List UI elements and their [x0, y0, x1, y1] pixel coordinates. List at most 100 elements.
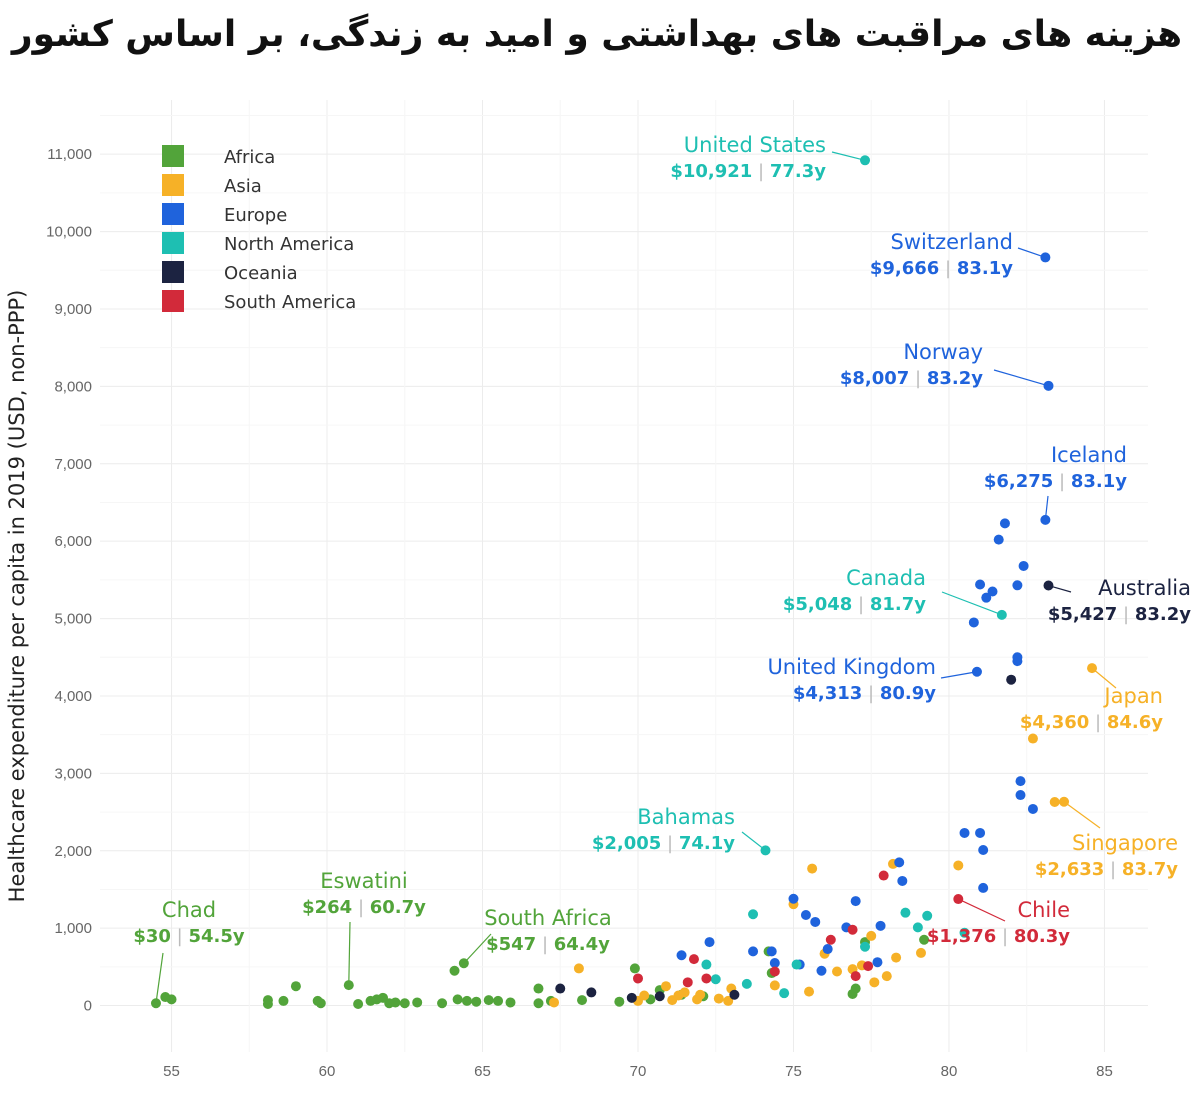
annotation-country-name: Norway	[903, 340, 983, 364]
legend-swatch	[162, 290, 184, 312]
data-point	[573, 963, 584, 974]
data-point	[788, 893, 799, 904]
data-point	[987, 586, 998, 597]
annotation-leader-line	[958, 898, 1006, 922]
data-point	[804, 986, 815, 997]
annotation-life-expectancy: 83.1y	[957, 258, 1013, 279]
data-point	[1018, 560, 1029, 571]
data-point	[832, 966, 843, 977]
annotation-values: $264 | 60.7y	[302, 897, 426, 918]
data-point	[769, 980, 780, 991]
legend-swatch	[162, 203, 184, 225]
data-point	[881, 971, 892, 982]
legend-swatch	[162, 174, 184, 196]
data-point	[897, 875, 908, 886]
y-tick-label: 5,000	[54, 611, 92, 628]
data-point	[577, 995, 588, 1006]
data-point	[676, 950, 687, 961]
data-point	[632, 973, 643, 984]
data-point	[262, 999, 273, 1010]
annotation-leader-line	[1044, 495, 1049, 520]
x-tick-label: 65	[474, 1063, 491, 1080]
data-point	[412, 997, 423, 1008]
y-tick-label: 1,000	[54, 920, 92, 937]
data-point	[586, 987, 597, 998]
annotation-expenditure: $30	[133, 926, 171, 947]
legend-label: South America	[224, 292, 356, 313]
data-point	[701, 973, 712, 984]
data-point	[729, 989, 740, 1000]
annotation-leader-line	[1091, 667, 1117, 689]
annotation-expenditure: $8,007	[840, 368, 909, 389]
data-point	[461, 995, 472, 1006]
data-point	[626, 992, 637, 1003]
data-point	[682, 977, 693, 988]
data-point	[999, 518, 1010, 529]
data-point	[713, 993, 724, 1004]
annotation-separator: |	[1089, 712, 1107, 733]
data-point	[390, 997, 401, 1008]
data-point	[850, 896, 861, 907]
annotation-leader-line	[941, 591, 1003, 616]
annotation-expenditure: $547	[486, 934, 536, 955]
data-point	[1012, 580, 1023, 591]
y-tick-label: 6,000	[54, 533, 92, 550]
data-point	[975, 579, 986, 590]
data-point	[688, 954, 699, 965]
annotation-country-name: Chile	[1017, 898, 1070, 922]
annotation-expenditure: $4,313	[793, 683, 862, 704]
data-point	[900, 907, 911, 918]
annotation-country-name: Chad	[162, 898, 216, 922]
data-point	[614, 996, 625, 1007]
annotation-separator: |	[752, 161, 770, 182]
legend-label: Africa	[224, 147, 275, 168]
data-point	[959, 827, 970, 838]
data-point	[769, 957, 780, 968]
data-point	[449, 965, 460, 976]
annotation-life-expectancy: 84.6y	[1107, 712, 1163, 733]
annotation-separator: |	[909, 368, 927, 389]
data-point	[1015, 790, 1026, 801]
data-point	[533, 983, 544, 994]
annotation-expenditure: $6,275	[984, 471, 1053, 492]
annotation-country-name: Australia	[1098, 576, 1191, 600]
grid-lines	[100, 100, 1148, 1052]
annotation-values: $5,048 | 81.7y	[783, 594, 926, 615]
annotation-values: $5,427 | 83.2y	[1048, 604, 1191, 625]
annotation-expenditure: $4,360	[1020, 712, 1089, 733]
data-point	[891, 952, 902, 963]
data-point	[704, 937, 715, 948]
annotation-separator: |	[171, 926, 189, 947]
annotation-life-expectancy: 64.4y	[554, 934, 610, 955]
data-point	[660, 981, 671, 992]
data-point	[748, 909, 759, 920]
y-tick-label: 2,000	[54, 843, 92, 860]
data-point	[533, 998, 544, 1009]
legend-label: Asia	[224, 176, 262, 197]
data-point	[850, 971, 861, 982]
data-point	[555, 983, 566, 994]
data-point	[766, 946, 777, 957]
data-point	[810, 916, 821, 927]
data-point	[981, 592, 992, 603]
y-tick-label: 7,000	[54, 456, 92, 473]
data-point	[629, 963, 640, 974]
annotation-values: $8,007 | 83.2y	[840, 368, 983, 389]
data-point	[822, 944, 833, 955]
x-tick-label: 85	[1096, 1063, 1113, 1080]
data-point	[869, 977, 880, 988]
data-point	[993, 534, 1004, 545]
legend-label: Europe	[224, 205, 287, 226]
annotation-life-expectancy: 60.7y	[370, 897, 426, 918]
data-point	[710, 974, 721, 985]
data-point	[807, 863, 818, 874]
annotation-leader-line	[155, 952, 164, 1004]
annotation-values: $4,313 | 80.9y	[793, 683, 936, 704]
x-tick-label: 55	[163, 1063, 180, 1080]
annotation-separator: |	[536, 934, 554, 955]
annotation-life-expectancy: 80.9y	[880, 683, 936, 704]
legend-swatch	[162, 261, 184, 283]
y-axis-label: Healthcare expenditure per capita in 201…	[5, 290, 29, 903]
annotation-separator: |	[862, 683, 880, 704]
data-point	[816, 965, 827, 976]
